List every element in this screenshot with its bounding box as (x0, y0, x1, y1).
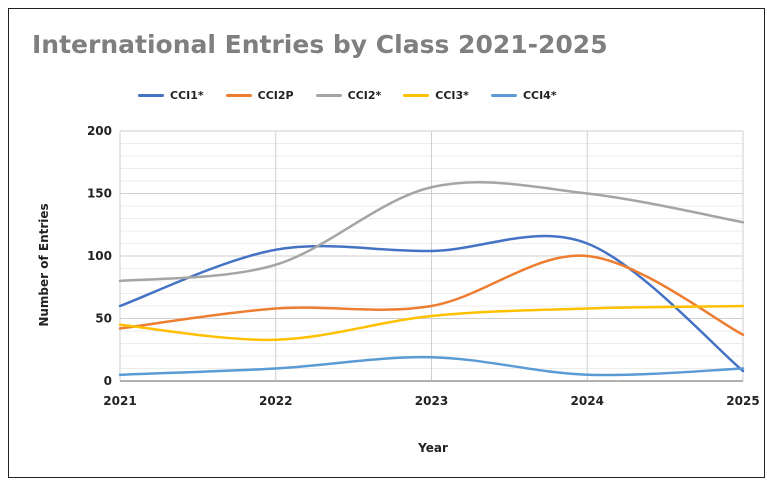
legend-item: CCI1* (138, 89, 204, 102)
y-tick-label: 50 (95, 312, 112, 326)
legend-swatch (403, 93, 430, 97)
series-line-cci2 (118, 181, 745, 283)
x-tick-label: 2023 (415, 394, 448, 408)
series-line-cci2p (118, 254, 745, 336)
legend-label: CCI1* (170, 88, 204, 102)
y-tick-label: 0 (104, 374, 112, 388)
legend-item: CCI4* (490, 88, 557, 102)
legend-item: CCI2* (315, 88, 382, 102)
legend: CCI1* CCI2P CCI2* CCI3* CCI4* (138, 86, 579, 104)
y-tick-label: 100 (87, 249, 112, 263)
legend-swatch (225, 93, 252, 97)
chart-title: International Entries by Class 2021-2025 (32, 30, 608, 59)
legend-item: CCI3* (403, 89, 469, 102)
legend-item: CCI2P (225, 88, 294, 102)
legend-label: CCI2* (347, 88, 382, 102)
x-tick-label: 2021 (103, 394, 136, 408)
x-tick-label: 2024 (571, 394, 604, 408)
y-tick-label: 150 (87, 187, 112, 201)
legend-swatch (490, 93, 517, 97)
x-axis-title: Year (417, 441, 448, 455)
y-axis-title: Number of Entries (37, 203, 51, 326)
series-line-cci1 (118, 234, 745, 373)
legend-label: CCI2P (257, 88, 294, 102)
legend-swatch (138, 93, 164, 97)
series-line-cci4 (118, 355, 745, 377)
x-tick-label: 2025 (726, 394, 759, 408)
legend-label: CCI3* (435, 88, 469, 102)
legend-label: CCI4* (522, 88, 557, 102)
x-tick-label: 2022 (259, 394, 292, 408)
legend-swatch (315, 93, 342, 97)
series-line-cci3 (118, 304, 745, 342)
y-tick-label: 200 (87, 124, 112, 138)
